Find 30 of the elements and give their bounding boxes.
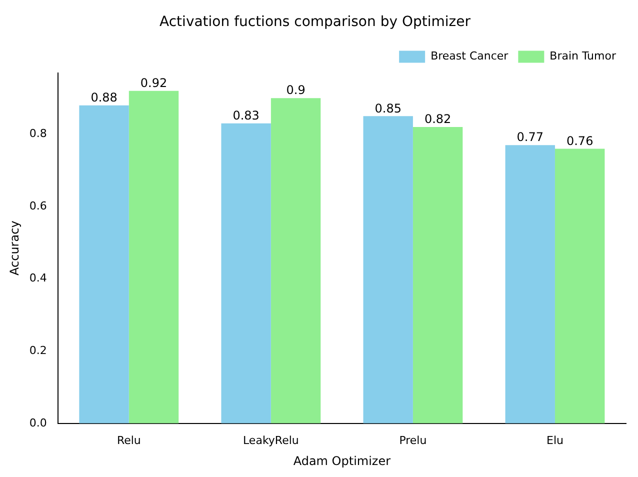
- bar: [128, 90, 179, 424]
- bar: [363, 116, 413, 424]
- y-tick-label: 0.4: [29, 272, 47, 285]
- x-tick-label: Elu: [546, 434, 564, 447]
- data-label: 0.82: [424, 112, 452, 126]
- bar: [221, 123, 271, 424]
- bar: [79, 105, 129, 424]
- x-tick-label: Prelu: [399, 434, 427, 447]
- data-label: 0.92: [140, 76, 168, 90]
- x-tick-label: LeakyRelu: [242, 434, 299, 447]
- y-axis-title: Accuracy: [7, 220, 22, 276]
- data-label: 0.77: [516, 130, 544, 144]
- bar: [412, 127, 463, 424]
- data-label: 0.83: [232, 108, 260, 123]
- x-tick-label: Relu: [116, 434, 141, 447]
- bar: [270, 98, 321, 424]
- data-label: 0.9: [286, 83, 306, 98]
- bar: [554, 148, 605, 424]
- y-tick-label: 0.8: [29, 127, 47, 140]
- data-label: 0.76: [566, 134, 594, 148]
- bar: [505, 145, 555, 424]
- y-tick-label: 0.6: [29, 199, 47, 212]
- legend-label: Brain Tumor: [550, 50, 616, 63]
- legend-label: Breast Cancer: [430, 50, 509, 63]
- data-label: 0.88: [90, 90, 118, 104]
- y-tick-label: 0.2: [29, 344, 47, 357]
- y-tick-label: 0.0: [29, 416, 47, 430]
- chart-title: Activation fuctions comparison by Optimizer: [160, 14, 471, 30]
- data-label: 0.85: [374, 101, 402, 116]
- x-axis-title: Adam Optimizer: [293, 454, 391, 468]
